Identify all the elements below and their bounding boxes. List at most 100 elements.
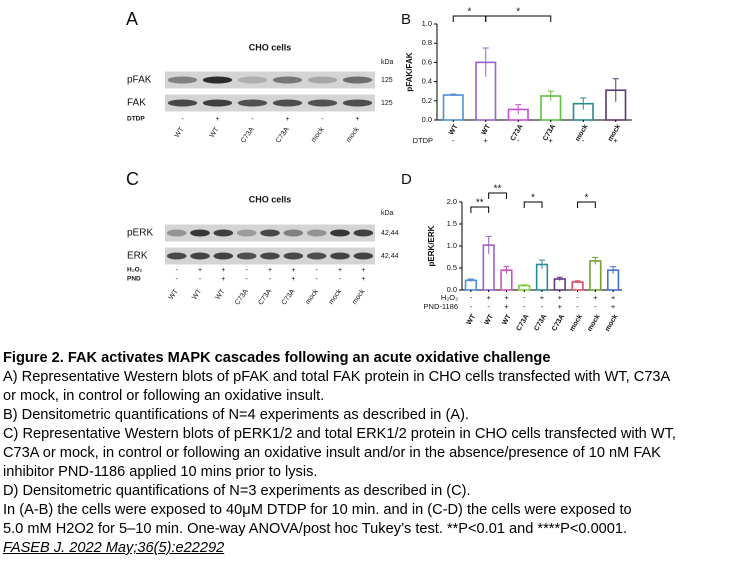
y-tick-label: 0.5 bbox=[447, 263, 457, 272]
bar bbox=[442, 94, 464, 121]
blot-band bbox=[190, 252, 210, 260]
blot-size: 42,44 bbox=[381, 230, 399, 237]
lane-label: mock bbox=[328, 288, 344, 306]
blot-band bbox=[166, 252, 187, 260]
treatment-label: DTDP bbox=[413, 136, 433, 145]
lane-label: WT bbox=[168, 288, 180, 302]
blot-band bbox=[272, 76, 303, 84]
lane-label: C73A bbox=[281, 288, 297, 307]
blot-row-label: FAK bbox=[127, 98, 146, 109]
caption-line: D) Densitometric quantifications of N=3 … bbox=[3, 483, 471, 499]
blot-band bbox=[307, 99, 338, 107]
lane-label: C73A bbox=[257, 288, 273, 307]
blot-strip bbox=[165, 71, 375, 89]
significance-bracket bbox=[523, 201, 543, 208]
kda-label: kDa bbox=[381, 59, 394, 66]
kda-label: kDa bbox=[381, 210, 394, 217]
treatment-sign: + bbox=[486, 293, 491, 302]
lane-label: WT bbox=[215, 288, 227, 302]
treatment-sign: - bbox=[199, 276, 202, 283]
lane-label: mock bbox=[304, 288, 320, 306]
treatment-label: H₂O₂ bbox=[441, 293, 458, 302]
x-tick-label: mock bbox=[569, 313, 584, 332]
blot-band bbox=[283, 252, 304, 260]
blot-band bbox=[272, 99, 303, 107]
blot-title: CHO cells bbox=[249, 42, 292, 52]
significance-label: * bbox=[584, 193, 588, 204]
lane-label: mock bbox=[310, 126, 326, 144]
blot-band bbox=[167, 99, 198, 107]
blot-band bbox=[306, 252, 327, 260]
blot-band bbox=[237, 99, 268, 107]
treatment-sign: - bbox=[245, 276, 248, 283]
treatment-sign: + bbox=[614, 136, 619, 145]
lane-label: WT bbox=[191, 288, 203, 302]
significance-bracket bbox=[577, 201, 596, 208]
panel-letter: D bbox=[401, 171, 412, 188]
y-tick-label: 0.2 bbox=[422, 96, 432, 105]
treatment-sign: + bbox=[361, 276, 365, 283]
caption-title: Figure 2. FAK activates MAPK cascades fo… bbox=[3, 350, 551, 366]
treatment-sign: + bbox=[198, 267, 202, 274]
caption-line: B) Densitometric quantifications of N=4 … bbox=[3, 407, 469, 423]
treatment-sign: + bbox=[291, 267, 295, 274]
blot-title: CHO cells bbox=[249, 194, 292, 204]
caption-line: C73A or mock, in control or following an… bbox=[3, 445, 661, 461]
panel-letter: C bbox=[126, 169, 139, 189]
y-tick-label: 0.0 bbox=[447, 285, 457, 294]
blot-band bbox=[342, 76, 373, 84]
treatment-sign: + bbox=[268, 267, 272, 274]
lane-label: mock bbox=[345, 126, 361, 144]
significance-bracket bbox=[470, 206, 490, 213]
panel-letter: A bbox=[126, 9, 138, 29]
treatment-sign: + bbox=[611, 293, 616, 302]
treatment-sign: + bbox=[361, 267, 365, 274]
x-tick-label: WT bbox=[466, 313, 478, 327]
x-tick-label: mock bbox=[586, 313, 601, 332]
blot-strip bbox=[165, 94, 375, 112]
treatment-sign: - bbox=[251, 116, 254, 123]
bar bbox=[589, 260, 602, 291]
treatment-sign: - bbox=[175, 267, 178, 274]
blot-band bbox=[306, 229, 327, 237]
treatment-sign: + bbox=[285, 116, 289, 123]
y-axis-label: pFAK/FAK bbox=[405, 52, 414, 91]
treatment-sign: + bbox=[221, 267, 225, 274]
significance-label: * bbox=[531, 193, 535, 204]
treatment-sign: - bbox=[175, 276, 178, 283]
y-tick-label: 1.0 bbox=[422, 19, 432, 28]
treatment-sign: - bbox=[517, 136, 520, 145]
treatment-sign: - bbox=[339, 276, 342, 283]
x-tick-label: WT bbox=[501, 313, 513, 327]
x-tick-label: WT bbox=[448, 123, 460, 137]
x-tick-label: C73A bbox=[516, 313, 531, 332]
y-axis-label: pERK/ERK bbox=[427, 225, 436, 266]
blot-band bbox=[202, 99, 233, 107]
lane-label: C73A bbox=[240, 126, 256, 145]
blot-band bbox=[260, 252, 280, 260]
treatment-sign: - bbox=[541, 302, 544, 311]
significance-label: ** bbox=[476, 198, 484, 209]
blot-band bbox=[353, 252, 374, 260]
caption-line: A) Representative Western blots of pFAK … bbox=[3, 369, 671, 385]
blot-size: 42,44 bbox=[381, 253, 399, 260]
blot-band bbox=[202, 76, 233, 84]
y-tick-label: 0.0 bbox=[422, 115, 432, 124]
treatment-sign: + bbox=[338, 267, 342, 274]
x-tick-label: mock bbox=[604, 313, 619, 332]
treatment-sign: - bbox=[245, 267, 248, 274]
bar bbox=[464, 279, 478, 291]
treatment-sign: - bbox=[487, 302, 490, 311]
blot-band bbox=[330, 252, 350, 260]
caption-line: C) Representative Western blots of pERK1… bbox=[3, 426, 676, 442]
treatment-sign: + bbox=[540, 293, 545, 302]
blot-band bbox=[236, 252, 257, 260]
caption-line: In (A-B) the cells were exposed to 40μM … bbox=[3, 502, 632, 518]
treatment-sign: - bbox=[181, 116, 184, 123]
x-tick-label: C73A bbox=[551, 313, 566, 332]
blot-band bbox=[342, 99, 373, 107]
y-tick-label: 1.0 bbox=[447, 241, 457, 250]
y-tick-label: 1.5 bbox=[447, 219, 457, 228]
